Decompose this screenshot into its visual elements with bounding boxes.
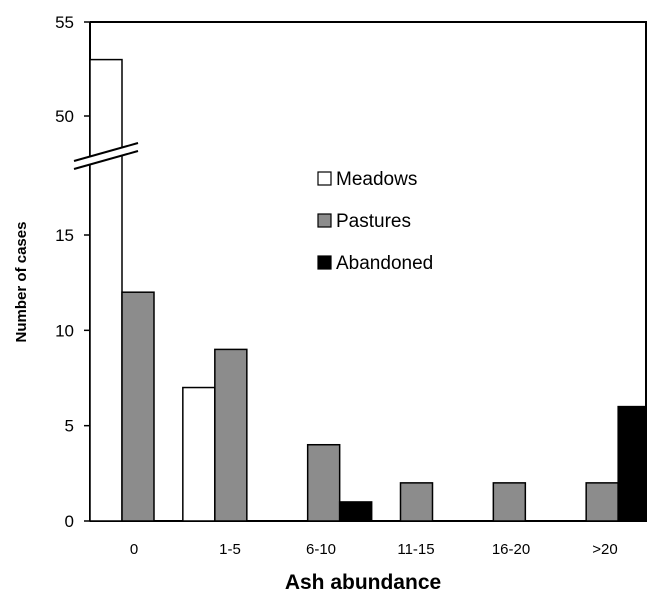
- bar-pastures-2: [306, 443, 341, 522]
- x-tick-label: 0: [130, 541, 138, 558]
- legend-swatch-abandoned: [317, 255, 332, 270]
- legend-swatch-pastures: [317, 213, 332, 228]
- break-gap: [74, 143, 138, 170]
- bar-pastures-4: [492, 482, 527, 522]
- x-tick-label: >20: [592, 541, 617, 558]
- x-axis-ticks: 0 1-5 6-10 11-15 16-20 >20: [130, 541, 618, 558]
- legend-swatch-meadows: [317, 171, 332, 186]
- break-line-lower: [73, 150, 139, 170]
- y-tick-label: 55: [55, 13, 74, 32]
- y-tick-label: 0: [65, 512, 74, 531]
- y-tick-label: 15: [55, 226, 74, 245]
- bar-meadows-0: [89, 58, 123, 522]
- bar-abandoned-2: [338, 501, 373, 522]
- break-line-upper: [73, 142, 139, 162]
- y-axis-label: Number of cases: [13, 222, 30, 343]
- legend: Meadows Pastures Abandoned: [317, 169, 433, 274]
- bar-meadows-1: [182, 386, 216, 522]
- y-tick-label: 10: [55, 321, 74, 340]
- y-tick-label: 5: [65, 417, 74, 436]
- bar-pastures-1: [214, 348, 248, 522]
- x-tick-label: 1-5: [219, 541, 241, 558]
- bars-group: [89, 58, 647, 522]
- y-tick-label: 50: [55, 107, 74, 126]
- legend-label-meadows: Meadows: [336, 169, 417, 190]
- bar-pastures-5: [585, 482, 619, 522]
- x-tick-label: 11-15: [397, 541, 434, 558]
- bar-pastures-0: [121, 291, 155, 522]
- x-tick-label: 16-20: [492, 541, 530, 558]
- x-tick-label: 6-10: [306, 541, 336, 558]
- legend-label-pastures: Pastures: [336, 211, 411, 232]
- bar-abandoned-5: [617, 405, 647, 522]
- bar-pastures-3: [399, 482, 434, 522]
- axis-break-mark: [73, 142, 139, 170]
- y-axis-ticks: 0 5 10 15 50 55: [55, 13, 90, 531]
- legend-label-abandoned: Abandoned: [336, 253, 433, 274]
- x-axis-label: Ash abundance: [285, 571, 441, 594]
